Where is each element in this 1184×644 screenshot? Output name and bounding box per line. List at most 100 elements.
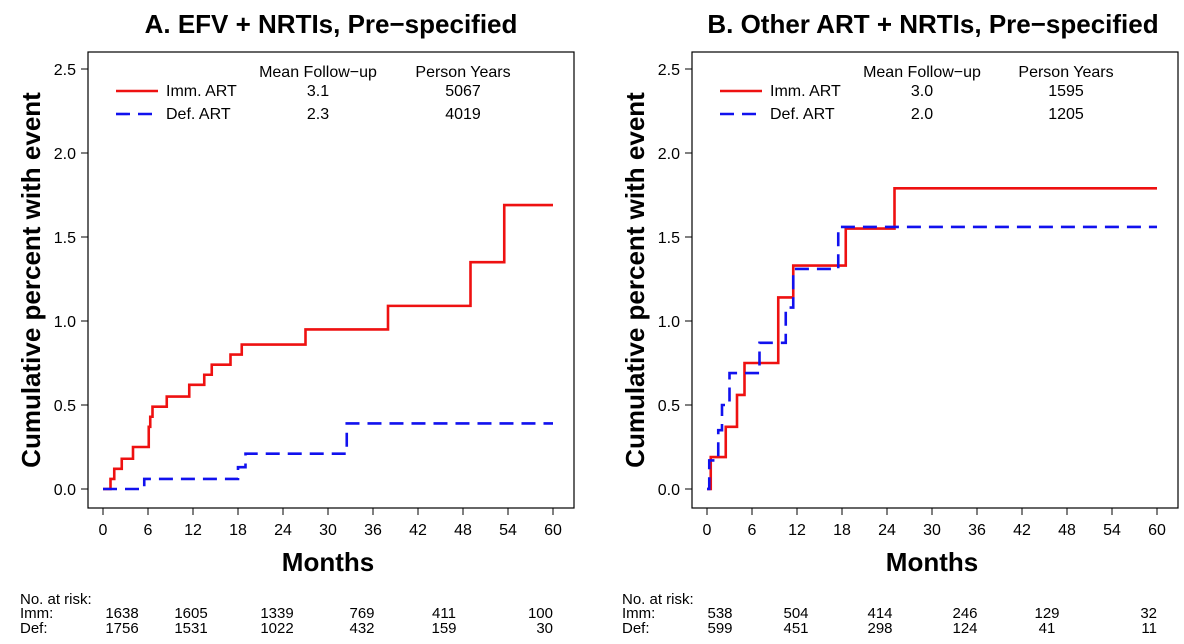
legend-person-years-value: 1205 — [1048, 106, 1084, 123]
x-tick-label: 54 — [499, 522, 517, 539]
risk-cell: 159 — [431, 620, 456, 637]
legend-follow-up-value: 3.1 — [307, 83, 329, 100]
risk-cell: 411 — [432, 605, 456, 622]
risk-cell: 11 — [1141, 620, 1157, 637]
y-tick-label: 0.5 — [54, 398, 76, 415]
legend-follow-up-value: 2.0 — [911, 106, 933, 123]
risk-cell: 100 — [528, 605, 553, 622]
x-tick-label: 6 — [748, 522, 757, 539]
x-tick-label: 42 — [1013, 522, 1031, 539]
chart-title: B. Other ART + NRTIs, Pre−specified — [707, 9, 1158, 39]
risk-cell: 1339 — [260, 605, 293, 622]
legend-label: Def. ART — [166, 106, 231, 123]
risk-cell: 432 — [349, 620, 374, 637]
legend-label: Def. ART — [770, 106, 835, 123]
x-tick-label: 54 — [1103, 522, 1121, 539]
x-tick-label: 42 — [409, 522, 427, 539]
x-axis-label: Months — [282, 547, 374, 577]
chart-title: A. EFV + NRTIs, Pre−specified — [145, 9, 518, 39]
y-tick-label: 2.5 — [658, 62, 680, 79]
x-tick-label: 30 — [923, 522, 941, 539]
risk-cell: 298 — [867, 620, 892, 637]
y-axis-label: Cumulative percent with event — [16, 92, 46, 468]
x-tick-label: 48 — [1058, 522, 1076, 539]
risk-row-label: Imm: — [20, 605, 53, 622]
x-tick-label: 30 — [319, 522, 337, 539]
chart-panel-b: B. Other ART + NRTIs, Pre−specified 0.0 0.… — [620, 9, 1179, 637]
plot-frame — [691, 51, 1179, 509]
x-axis-label: Months — [886, 547, 978, 577]
x-tick-label: 0 — [99, 522, 108, 539]
legend-person-years-value: 4019 — [445, 106, 481, 123]
risk-cell: 1022 — [260, 620, 293, 637]
y-tick-label: 1.5 — [54, 230, 76, 247]
x-tick-label: 18 — [833, 522, 851, 539]
x-tick-label: 6 — [144, 522, 153, 539]
legend-header-follow-up: Mean Follow−up — [863, 64, 981, 81]
risk-table-heading: No. at risk: — [622, 591, 694, 608]
risk-table-heading: No. at risk: — [20, 591, 92, 608]
risk-table: No. at risk:Imm: 538 504 414 246 129 32 Def: 599… — [622, 591, 1157, 637]
risk-cell: 1605 — [174, 605, 207, 622]
x-tick-label: 24 — [274, 522, 292, 539]
y-tick-label: 2.0 — [54, 146, 76, 163]
chart-panel-a: A. EFV + NRTIs, Pre−specified 0.0 0.5 1.0 1.… — [16, 9, 575, 637]
risk-cell: 769 — [349, 605, 374, 622]
risk-cell: 124 — [952, 620, 977, 637]
y-tick-label: 1.5 — [658, 230, 680, 247]
y-tick-label: 0.0 — [54, 482, 76, 499]
x-tick-label: 48 — [454, 522, 472, 539]
series-line-imm-art — [103, 203, 553, 491]
x-tick-label: 12 — [184, 522, 202, 539]
x-tick-label: 60 — [1148, 522, 1166, 539]
legend-label: Imm. ART — [166, 83, 237, 100]
risk-cell: 1638 — [105, 605, 138, 622]
legend: Mean Follow−up Person Years Imm. ART 3.1 506… — [116, 64, 511, 123]
risk-cell: 30 — [536, 620, 553, 637]
risk-cell: 504 — [783, 605, 808, 622]
risk-cell: 129 — [1034, 605, 1059, 622]
risk-cell: 41 — [1039, 620, 1056, 637]
y-tick-label: 1.0 — [658, 314, 680, 331]
legend: Mean Follow−up Person Years Imm. ART 3.0 159… — [720, 64, 1114, 123]
legend-header-person-years: Person Years — [1018, 64, 1113, 81]
risk-cell: 414 — [867, 605, 892, 622]
x-tick-label: 18 — [229, 522, 247, 539]
risk-table: No. at risk:Imm: 1638 1605 1339 769 411 100 Def… — [20, 591, 553, 637]
risk-row-label: Imm: — [622, 605, 655, 622]
y-tick-label: 0.0 — [658, 482, 680, 499]
legend-header-follow-up: Mean Follow−up — [259, 64, 377, 81]
y-tick-label: 2.0 — [658, 146, 680, 163]
risk-cell: 599 — [707, 620, 732, 637]
legend-person-years-value: 1595 — [1048, 83, 1084, 100]
y-tick-label: 2.5 — [54, 62, 76, 79]
risk-row-label: Def: — [622, 620, 650, 637]
x-tick-label: 0 — [703, 522, 712, 539]
legend-header-person-years: Person Years — [415, 64, 510, 81]
risk-cell: 1531 — [174, 620, 207, 637]
x-tick-label: 36 — [968, 522, 986, 539]
risk-cell: 1756 — [105, 620, 138, 637]
legend-follow-up-value: 3.0 — [911, 83, 933, 100]
series-line-imm-art — [707, 186, 1157, 491]
plot-frame — [87, 51, 575, 509]
series-line-def-art — [103, 422, 553, 491]
x-tick-label: 12 — [788, 522, 806, 539]
y-tick-label: 1.0 — [54, 314, 76, 331]
risk-cell: 451 — [783, 620, 808, 637]
y-tick-label: 0.5 — [658, 398, 680, 415]
series-line-def-art — [707, 225, 1157, 491]
y-axis-label: Cumulative percent with event — [620, 92, 650, 468]
legend-person-years-value: 5067 — [445, 83, 481, 100]
x-tick-label: 60 — [544, 522, 562, 539]
risk-cell: 538 — [707, 605, 732, 622]
x-tick-label: 24 — [878, 522, 896, 539]
risk-cell: 32 — [1140, 605, 1157, 622]
risk-cell: 246 — [952, 605, 977, 622]
x-tick-label: 36 — [364, 522, 382, 539]
legend-follow-up-value: 2.3 — [307, 106, 329, 123]
risk-row-label: Def: — [20, 620, 48, 637]
legend-label: Imm. ART — [770, 83, 841, 100]
